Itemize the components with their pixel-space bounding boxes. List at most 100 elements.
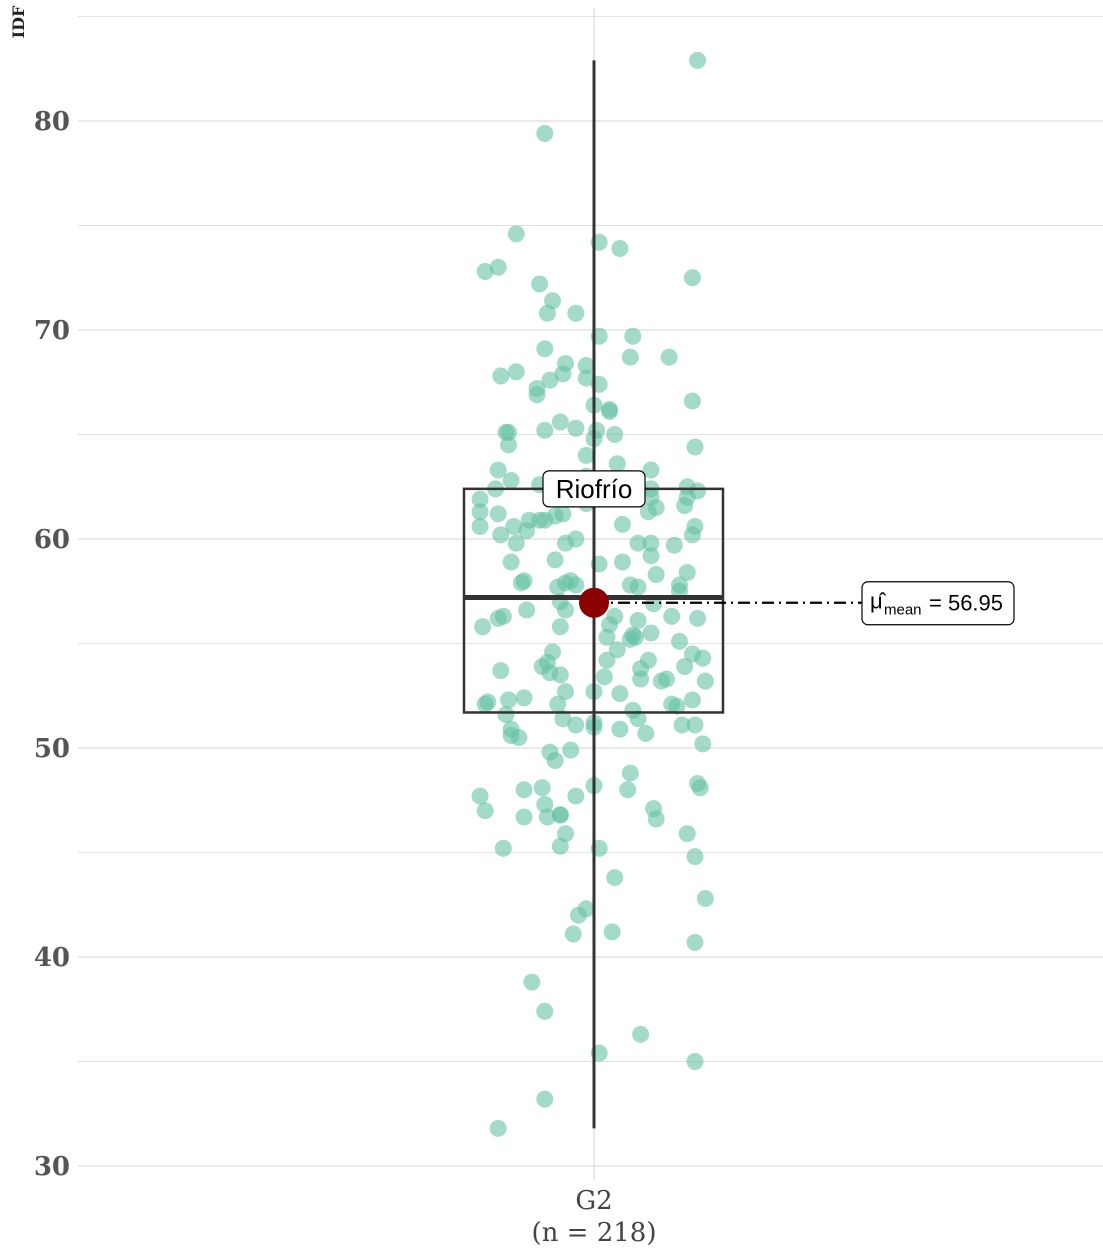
data-point: [536, 421, 554, 439]
data-point: [536, 125, 554, 143]
data-point: [619, 781, 637, 799]
data-point: [510, 729, 528, 747]
data-point: [621, 348, 639, 366]
data-point: [512, 574, 530, 592]
data-point: [551, 666, 569, 684]
data-point: [528, 386, 546, 404]
data-point: [476, 802, 494, 820]
data-point: [538, 304, 556, 322]
data-point: [492, 367, 510, 385]
group-label-text: Riofrío: [556, 474, 633, 504]
data-point: [492, 526, 510, 544]
data-point: [500, 436, 518, 454]
data-point: [663, 607, 681, 625]
data-point: [476, 695, 494, 713]
data-point: [665, 536, 683, 554]
data-point: [606, 869, 624, 887]
data-point: [686, 848, 704, 866]
data-point: [686, 716, 704, 734]
data-point: [689, 51, 707, 69]
data-point: [567, 787, 585, 805]
data-point: [686, 438, 704, 456]
data-point: [533, 779, 551, 797]
data-point: [598, 651, 616, 669]
data-point: [676, 497, 694, 515]
data-point: [500, 423, 518, 441]
data-point: [557, 601, 575, 619]
y-tick-label: 80: [34, 107, 70, 137]
data-point: [531, 275, 549, 293]
data-point: [678, 563, 696, 581]
data-point: [567, 304, 585, 322]
data-point: [476, 262, 494, 280]
data-point: [683, 691, 701, 709]
data-point: [611, 685, 629, 703]
data-point: [549, 578, 567, 596]
data-point: [686, 933, 704, 951]
data-point: [494, 839, 512, 857]
data-point: [546, 752, 564, 770]
data-point: [474, 618, 492, 636]
data-point: [551, 806, 569, 824]
data-point: [536, 340, 554, 358]
data-point: [637, 724, 655, 742]
data-point: [608, 641, 626, 659]
data-point: [557, 534, 575, 552]
mean-label-box: [861, 581, 1015, 626]
data-point: [683, 269, 701, 287]
data-point: [569, 906, 587, 924]
x-axis-labels: G2 (n = 218): [532, 1186, 657, 1248]
data-point: [660, 348, 678, 366]
mean-point: [579, 587, 609, 618]
data-point: [489, 505, 507, 523]
data-point: [515, 808, 533, 826]
data-point: [629, 612, 647, 630]
data-point: [683, 392, 701, 410]
data-point: [629, 578, 647, 596]
y-tick-label: 60: [34, 525, 70, 555]
data-point: [505, 517, 523, 535]
data-point: [497, 706, 515, 724]
data-point: [577, 446, 595, 464]
data-point: [668, 697, 686, 715]
data-point: [601, 403, 619, 421]
data-point: [613, 553, 631, 571]
data-point: [551, 837, 569, 855]
data-point: [696, 672, 714, 690]
data-point: [471, 503, 489, 521]
group-label-box: [542, 470, 646, 508]
data-point: [598, 628, 616, 646]
data-point: [577, 357, 595, 375]
data-point: [678, 825, 696, 843]
data-point: [567, 716, 585, 734]
data-point: [694, 649, 712, 667]
data-point: [471, 787, 489, 805]
data-point: [642, 624, 660, 642]
data-point: [639, 503, 657, 521]
data-point: [611, 239, 629, 257]
data-point: [546, 551, 564, 569]
data-point: [689, 609, 707, 627]
x-tick-label-n: (n = 218): [532, 1218, 657, 1248]
data-point: [557, 683, 575, 701]
data-point: [613, 515, 631, 533]
data-point: [523, 973, 541, 991]
mean-marker: [579, 587, 862, 618]
y-tick-label: 70: [34, 316, 70, 346]
data-point: [673, 716, 691, 734]
data-point: [621, 764, 639, 782]
data-point: [632, 670, 650, 688]
data-point: [691, 779, 709, 797]
data-point: [536, 1090, 554, 1108]
data-point: [683, 526, 701, 544]
data-point: [471, 490, 489, 508]
data-point: [492, 662, 510, 680]
data-point: [676, 657, 694, 675]
data-point: [551, 413, 569, 431]
y-axis-tick-labels: 30 40 50 60 70 80: [34, 107, 70, 1182]
data-point: [489, 461, 507, 479]
data-point: [507, 225, 525, 243]
data-point: [489, 1119, 507, 1137]
y-tick-label: 50: [34, 734, 70, 764]
